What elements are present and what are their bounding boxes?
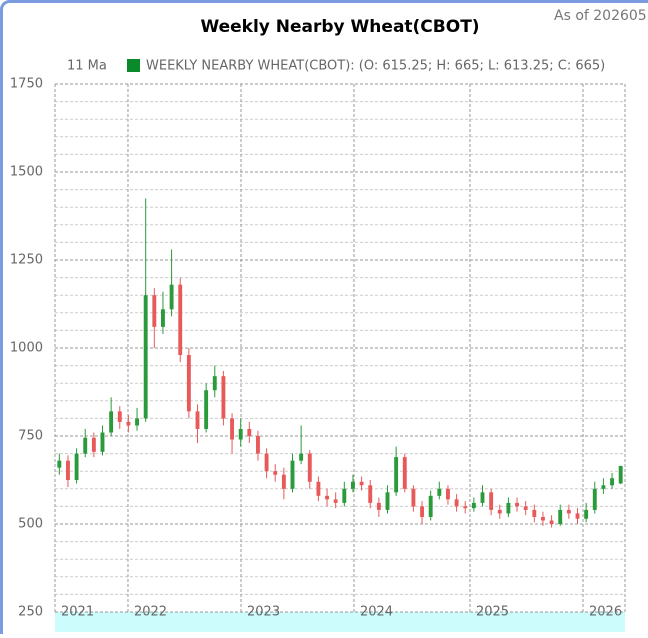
candle-body <box>325 496 329 500</box>
candle-body <box>308 454 312 482</box>
y-tick-label: 1250 <box>10 253 43 268</box>
y-tick-label: 500 <box>18 517 43 532</box>
candle-body <box>489 492 493 510</box>
candle-body <box>498 510 502 514</box>
candle-body <box>368 485 372 503</box>
candle-body <box>152 295 156 327</box>
candle-body <box>360 482 364 486</box>
candle-body <box>601 485 605 489</box>
x-tick-label: 2024 <box>360 605 393 620</box>
candle-body <box>437 489 441 496</box>
candle-body <box>316 482 320 496</box>
candle-body <box>126 422 130 426</box>
y-tick-label: 1000 <box>10 341 43 356</box>
candle-body <box>170 285 174 310</box>
candle-body <box>221 376 225 418</box>
candle-body <box>101 432 105 451</box>
candle-body <box>334 499 338 503</box>
candle-body <box>265 454 269 472</box>
candle-body <box>299 454 303 461</box>
candle-body <box>541 517 545 521</box>
as-of: As of 2026051 <box>554 8 648 24</box>
candle-body <box>144 295 148 418</box>
y-tick-label: 750 <box>18 429 43 444</box>
legend-swatch <box>127 59 140 72</box>
candle-body <box>567 510 571 514</box>
candle-body <box>83 438 87 454</box>
candle-body <box>256 436 260 454</box>
candle-body <box>394 457 398 492</box>
y-tick-label: 1750 <box>10 77 43 92</box>
candle-body <box>446 489 450 500</box>
legend-label: WEEKLY NEARBY WHEAT(CBOT): (O: 615.25; H… <box>146 59 605 74</box>
candle-body <box>66 461 70 480</box>
range-label: 11 Ma <box>67 59 107 74</box>
chart-title: Weekly Nearby Wheat(CBOT) <box>200 17 479 37</box>
candle-body <box>342 489 346 503</box>
candle-body <box>135 418 139 425</box>
candle-body <box>558 510 562 524</box>
x-tick-label: 2022 <box>134 605 167 620</box>
candle-body <box>481 492 485 503</box>
candle-body <box>506 503 510 514</box>
candle-body <box>386 492 390 510</box>
y-tick-label: 250 <box>18 605 43 620</box>
candle-body <box>420 506 424 517</box>
candle-body <box>593 489 597 510</box>
candle-body <box>92 438 96 452</box>
x-tick-label: 2025 <box>476 605 509 620</box>
candle-body <box>403 457 407 489</box>
candle-body <box>351 482 355 489</box>
candle-body <box>109 411 113 432</box>
y-tick-label: 1500 <box>10 165 43 180</box>
candle-body <box>230 418 234 439</box>
candle-body <box>411 489 415 507</box>
candle-body <box>463 506 467 508</box>
candle-body <box>178 285 182 355</box>
candle-body <box>213 376 217 390</box>
candle-body <box>282 475 286 489</box>
candle-body <box>57 461 61 468</box>
candle-body <box>472 503 476 508</box>
x-tick-label: 2023 <box>247 605 280 620</box>
candle-body <box>273 471 277 475</box>
candle-body <box>455 499 459 506</box>
candle-body <box>610 478 614 485</box>
candle-body <box>524 506 528 510</box>
candle-body <box>118 411 122 422</box>
candle-body <box>550 520 554 524</box>
candle-body <box>532 510 536 517</box>
candle-body <box>187 355 191 411</box>
candle-body <box>377 503 381 510</box>
candle-body <box>515 503 519 507</box>
x-tick-label: 2021 <box>61 605 94 620</box>
candle-body <box>75 454 79 480</box>
candle-body <box>584 510 588 519</box>
candle-body <box>239 429 243 440</box>
candle-body <box>619 466 623 484</box>
candle-body <box>161 309 165 327</box>
candle-body <box>247 429 251 436</box>
candle-body <box>576 513 580 518</box>
candle-body <box>291 461 295 489</box>
candle-body <box>429 496 433 517</box>
x-tick-label: 2026 <box>589 605 622 620</box>
candle-body <box>204 390 208 429</box>
candle-body <box>196 411 200 429</box>
